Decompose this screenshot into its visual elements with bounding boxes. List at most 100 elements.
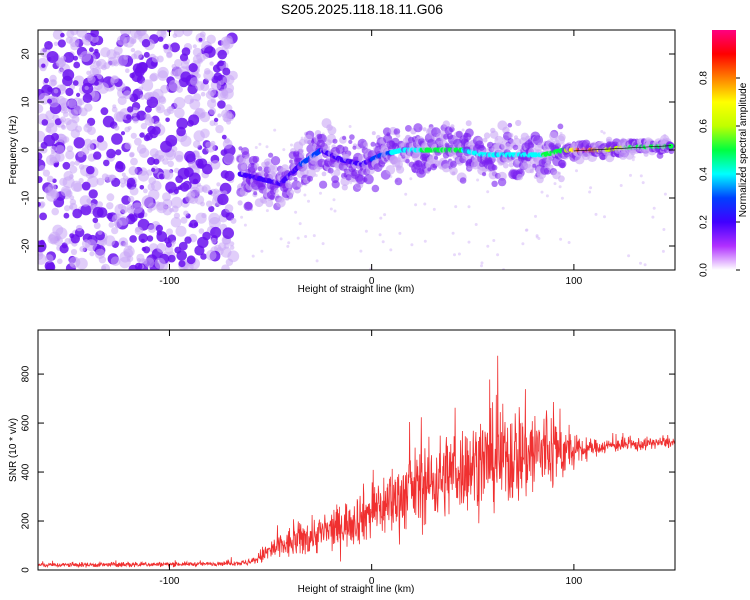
heatmap-cell	[206, 91, 214, 99]
y-tick-label: 10	[21, 96, 32, 108]
heatmap-cell	[51, 146, 57, 152]
heatmap-cell	[144, 257, 154, 267]
heatmap-cell	[241, 164, 247, 170]
heatmap-cell	[423, 127, 427, 131]
heatmap-cell	[221, 264, 230, 273]
heatmap-cell	[74, 160, 79, 165]
heatmap-cell	[129, 166, 138, 175]
heatmap-cell	[200, 202, 205, 207]
heatmap-cell	[193, 55, 202, 64]
heatmap-cell	[521, 242, 524, 245]
heatmap-cell	[260, 250, 263, 253]
heatmap-cell	[194, 245, 204, 255]
heatmap-cell	[449, 167, 457, 175]
heatmap-cell	[558, 124, 564, 130]
heatmap-cell	[462, 129, 465, 132]
heatmap-cell	[644, 263, 647, 266]
heatmap-cell	[382, 240, 385, 243]
heatmap-cell	[86, 166, 95, 175]
heatmap-cell	[165, 135, 177, 147]
heatmap-cell	[286, 245, 289, 248]
heatmap-cell	[147, 235, 153, 241]
heatmap-cell	[223, 139, 233, 149]
heatmap-cell	[201, 92, 206, 97]
heatmap-cell	[98, 230, 103, 235]
heatmap-cell	[147, 126, 155, 134]
heatmap-cell	[183, 26, 193, 36]
snr-y-label: SNR (10 * v/v)	[8, 418, 19, 482]
heatmap-cell	[316, 259, 319, 262]
heatmap-cell	[124, 43, 128, 47]
heatmap-cell	[184, 236, 191, 243]
heatmap-cell	[174, 59, 182, 67]
heatmap-cell	[227, 250, 239, 262]
heatmap-cell	[85, 86, 89, 90]
heatmap-cell	[253, 191, 257, 195]
heatmap-cell	[217, 89, 228, 100]
heatmap-cell	[224, 171, 234, 181]
heatmap-cell	[158, 70, 169, 81]
heatmap-cell	[76, 225, 82, 231]
heatmap-cell	[322, 172, 327, 177]
heatmap-cell	[668, 144, 673, 149]
heatmap-cell	[468, 205, 471, 208]
heatmap-cell	[225, 204, 234, 213]
heatmap-cell	[217, 113, 221, 117]
y-tick-label: 20	[21, 48, 32, 60]
heatmap-cell	[266, 145, 269, 148]
colorbar-tick-label: 0.2	[699, 215, 710, 229]
heatmap-cell	[144, 52, 150, 58]
heatmap-cell	[322, 242, 325, 245]
heatmap-cell	[468, 241, 471, 244]
heatmap-cell	[211, 160, 221, 170]
heatmap-cell	[49, 75, 56, 82]
heatmap-cell	[198, 158, 207, 167]
heatmap-cell	[101, 107, 109, 115]
heatmap-cell	[342, 184, 348, 190]
heatmap-cell	[155, 201, 160, 206]
heatmap-cell	[61, 125, 66, 130]
heatmap-cell	[54, 42, 58, 46]
heatmap-cell	[130, 73, 135, 78]
heatmap-cell	[80, 195, 91, 206]
heatmap-cell	[568, 241, 571, 244]
heatmap-cell	[193, 140, 201, 148]
heatmap-cell	[486, 190, 489, 193]
heatmap-cell	[39, 165, 45, 171]
heatmap-cell	[640, 174, 643, 177]
heatmap-cell	[271, 156, 280, 165]
heatmap-cell	[404, 193, 407, 196]
heatmap-cell	[132, 202, 143, 213]
colorbar-tick-label: 0.0	[699, 263, 710, 277]
heatmap-cell	[41, 142, 48, 149]
heatmap-cell	[174, 247, 181, 254]
heatmap-cell	[51, 208, 59, 216]
heatmap-cell	[642, 181, 645, 184]
heatmap-cell	[491, 181, 497, 187]
heatmap-cell	[492, 165, 498, 171]
heatmap-cell	[476, 179, 479, 182]
heatmap-cell	[269, 195, 274, 200]
heatmap-cell	[165, 118, 170, 123]
heatmap-cell	[287, 189, 295, 197]
heatmap-cell	[559, 185, 562, 188]
heatmap-cell	[148, 224, 157, 233]
heatmap-cell	[62, 107, 67, 112]
heatmap-cell	[639, 262, 642, 265]
heatmap-cell	[454, 205, 457, 208]
figure: S205.2025.118.18.11.G06 -100 0 100 -20-100…	[0, 0, 750, 600]
heatmap-cell	[189, 63, 198, 72]
heatmap-cell	[69, 257, 80, 268]
heatmap-cell	[156, 243, 166, 253]
heatmap-cell	[423, 203, 426, 206]
heatmap-cell	[121, 131, 125, 135]
heatmap-cell	[45, 127, 51, 133]
heatmap-cell	[64, 205, 70, 211]
heatmap-cell	[62, 69, 74, 81]
heatmap-cell	[589, 186, 592, 189]
heatmap-cell	[348, 140, 352, 144]
heatmap-cell	[182, 47, 191, 56]
heatmap-cell	[70, 161, 75, 166]
heatmap-cell	[171, 71, 176, 76]
heatmap-cell	[525, 229, 528, 232]
